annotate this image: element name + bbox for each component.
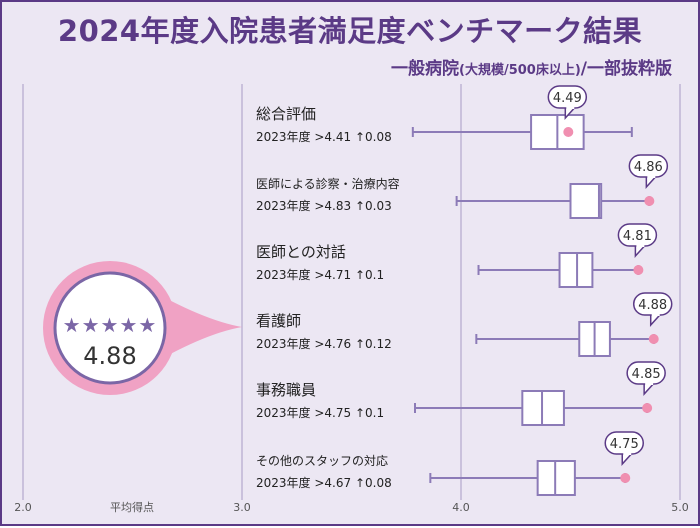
- score-point: [620, 473, 630, 483]
- category-rows: 総合評価 2023年度 >4.41 ↑0.08 4.49 医師による診察・治療内容 20…: [256, 86, 672, 495]
- category-name: 総合評価: [256, 105, 316, 123]
- score-point: [644, 196, 654, 206]
- category-row: 医師による診察・治療内容 2023年度 >4.83 ↑0.03 4.86: [256, 155, 667, 218]
- category-previous-year: 2023年度 >4.75 ↑0.1: [256, 405, 384, 420]
- score-label: 4.85: [632, 367, 661, 382]
- score-point: [642, 403, 652, 413]
- category-previous-year: 2023年度 >4.83 ↑0.03: [256, 198, 392, 213]
- category-row: その他のスタッフの対応 2023年度 >4.67 ↑0.08 4.75: [256, 432, 643, 495]
- category-previous-year: 2023年度 >4.71 ↑0.1: [256, 267, 384, 282]
- score-label: 4.88: [638, 298, 667, 313]
- iqr-box: [571, 184, 602, 218]
- iqr-box: [560, 253, 593, 287]
- x-axis-label: 平均得点: [110, 501, 154, 514]
- category-name: その他のスタッフの対応: [256, 454, 388, 468]
- category-row: 総合評価 2023年度 >4.41 ↑0.08 4.49: [256, 86, 632, 149]
- score-point: [633, 265, 643, 275]
- category-row: 看護師 2023年度 >4.76 ↑0.12 4.88: [256, 293, 672, 356]
- iqr-box: [538, 461, 575, 495]
- category-previous-year: 2023年度 >4.76 ↑0.12: [256, 336, 392, 351]
- category-name: 医師との対話: [256, 243, 346, 261]
- featured-score-badge: ★★★★★ 4.88: [43, 261, 242, 395]
- x-axis: 2.0 3.0 4.0 5.0 平均得点: [14, 501, 689, 514]
- featured-stars: ★★★★★: [63, 313, 158, 337]
- category-row: 医師との対話 2023年度 >4.71 ↑0.1 4.81: [256, 224, 656, 287]
- score-label: 4.86: [634, 160, 663, 175]
- score-label: 4.75: [610, 437, 639, 452]
- category-name: 事務職員: [256, 381, 316, 399]
- category-previous-year: 2023年度 >4.67 ↑0.08: [256, 475, 392, 490]
- x-tick-label: 4.0: [452, 501, 470, 514]
- x-tick-label: 2.0: [14, 501, 32, 514]
- category-name: 医師による診察・治療内容: [256, 176, 400, 191]
- x-tick-label: 5.0: [671, 501, 689, 514]
- category-previous-year: 2023年度 >4.41 ↑0.08: [256, 129, 392, 144]
- featured-score: 4.88: [83, 342, 136, 370]
- score-point: [649, 334, 659, 344]
- score-label: 4.81: [623, 229, 652, 244]
- x-tick-label: 3.0: [233, 501, 251, 514]
- category-name: 看護師: [256, 312, 301, 330]
- score-point: [563, 127, 573, 137]
- iqr-box: [522, 391, 564, 425]
- score-label: 4.49: [553, 91, 582, 106]
